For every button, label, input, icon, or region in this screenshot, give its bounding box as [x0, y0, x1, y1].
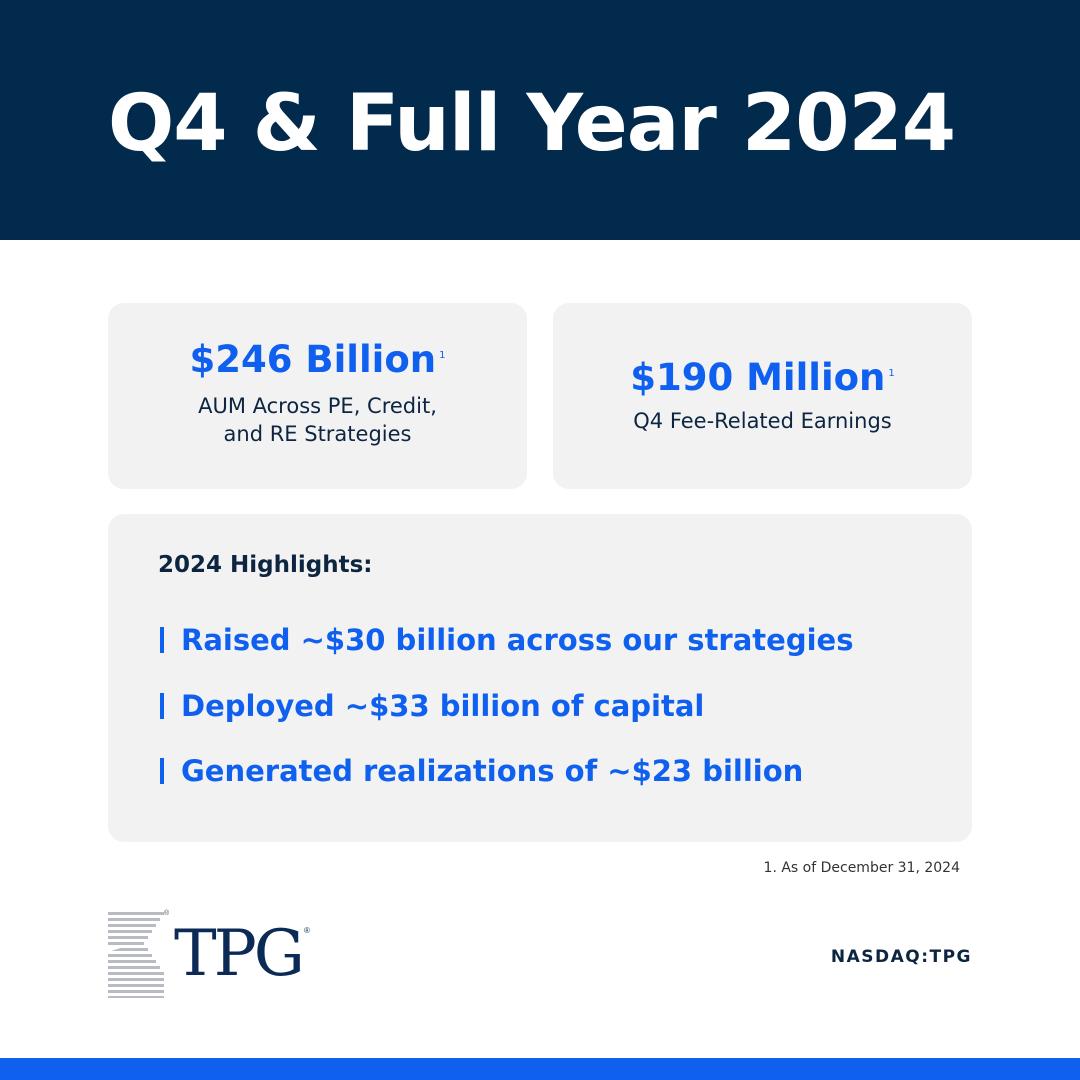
stat-label-aum-line-2: and RE Strategies — [223, 422, 412, 446]
bar-marker-icon — [160, 758, 164, 784]
footnote-marker: 1 — [439, 350, 446, 361]
highlight-item: Generated realizations of ~$23 billion — [158, 751, 803, 791]
stat-value-fre: $190 Million 1 — [630, 356, 895, 399]
logo-text: TPG — [174, 917, 305, 991]
header-banner: Q4 & Full Year 2024 — [0, 0, 1080, 240]
stat-label-fre: Q4 Fee-Related Earnings — [633, 409, 892, 433]
footnote-marker: 1 — [888, 368, 895, 379]
highlights-title: 2024 Highlights: — [158, 552, 373, 578]
bar-marker-icon — [160, 627, 164, 653]
stat-card-aum — [108, 303, 527, 489]
stat-value-aum: $246 Billion 1 — [189, 338, 446, 381]
stat-label-aum-line-1: AUM Across PE, Credit, — [198, 394, 437, 418]
highlight-item: Deployed ~$33 billion of capital — [158, 686, 704, 726]
tpg-stripes-icon — [108, 912, 164, 998]
footnote: 1. As of December 31, 2024 — [763, 860, 960, 876]
logo-text-registered-mark: ® — [304, 926, 310, 935]
logo-registered-mark: ® — [164, 910, 170, 917]
stock-ticker: NASDAQ:TPG — [830, 947, 972, 967]
bottom-accent-bar — [0, 1058, 1080, 1080]
bar-marker-icon — [160, 693, 164, 719]
stat-card-fre — [553, 303, 972, 489]
tpg-logo: ® TPG ® — [108, 910, 318, 998]
highlight-item: Raised ~$30 billion across our strategie… — [158, 620, 853, 660]
highlights-card — [108, 514, 972, 842]
page-title: Q4 & Full Year 2024 — [108, 79, 956, 169]
